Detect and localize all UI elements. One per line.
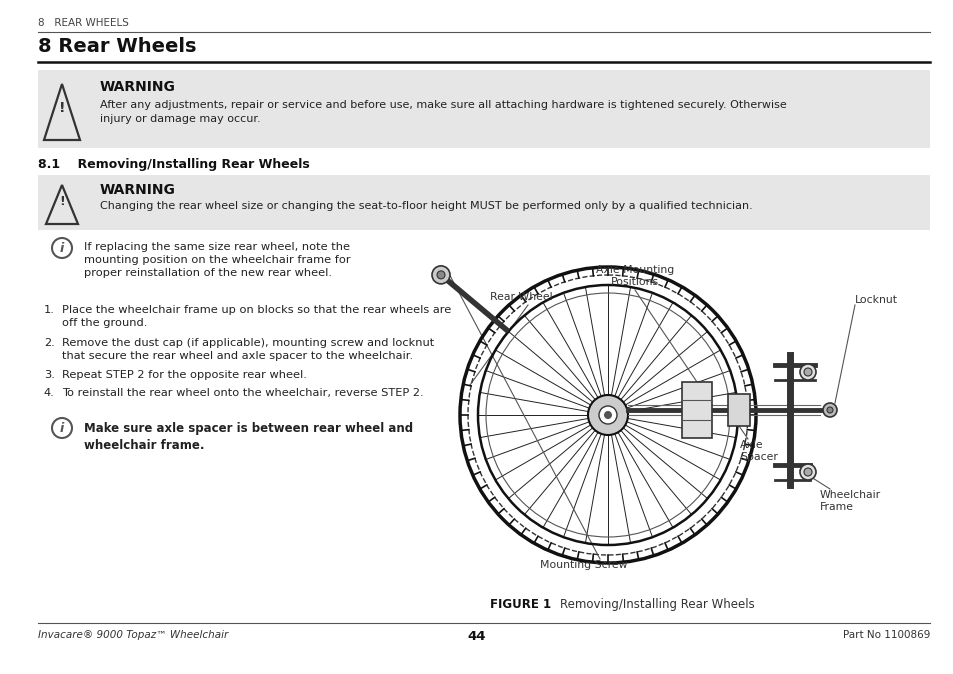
- FancyBboxPatch shape: [38, 70, 929, 148]
- Text: Locknut: Locknut: [854, 295, 897, 305]
- Text: Changing the rear wheel size or changing the seat-to-floor height MUST be perfor: Changing the rear wheel size or changing…: [100, 201, 752, 211]
- Text: Make sure axle spacer is between rear wheel and
wheelchair frame.: Make sure axle spacer is between rear wh…: [84, 422, 413, 452]
- Circle shape: [603, 411, 612, 419]
- Text: Place the wheelchair frame up on blocks so that the rear wheels are
off the grou: Place the wheelchair frame up on blocks …: [62, 305, 451, 328]
- Circle shape: [803, 368, 811, 376]
- Circle shape: [436, 271, 444, 279]
- Text: To reinstall the rear wheel onto the wheelchair, reverse STEP 2.: To reinstall the rear wheel onto the whe…: [62, 388, 423, 398]
- Text: If replacing the same size rear wheel, note the
mounting position on the wheelch: If replacing the same size rear wheel, n…: [84, 242, 351, 278]
- Text: 1.: 1.: [44, 305, 55, 315]
- Text: WARNING: WARNING: [100, 80, 175, 94]
- FancyBboxPatch shape: [727, 394, 749, 426]
- Text: Invacare® 9000 Topaz™ Wheelchair: Invacare® 9000 Topaz™ Wheelchair: [38, 630, 228, 640]
- Circle shape: [432, 266, 450, 284]
- Text: Axle
Spacer: Axle Spacer: [740, 440, 777, 462]
- Text: !: !: [59, 195, 65, 208]
- Text: i: i: [60, 421, 64, 435]
- Circle shape: [587, 395, 627, 435]
- Circle shape: [822, 403, 836, 417]
- FancyBboxPatch shape: [681, 382, 711, 438]
- FancyBboxPatch shape: [38, 175, 929, 230]
- Text: Removing/Installing Rear Wheels: Removing/Installing Rear Wheels: [544, 598, 754, 611]
- Circle shape: [598, 406, 617, 424]
- Text: 3.: 3.: [44, 370, 55, 380]
- Text: Mounting Screw: Mounting Screw: [539, 560, 627, 570]
- Text: 8.1    Removing/Installing Rear Wheels: 8.1 Removing/Installing Rear Wheels: [38, 158, 310, 171]
- Text: 8   REAR WHEELS: 8 REAR WHEELS: [38, 18, 129, 28]
- Text: After any adjustments, repair or service and before use, make sure all attaching: After any adjustments, repair or service…: [100, 100, 786, 123]
- Text: WARNING: WARNING: [100, 183, 175, 197]
- Circle shape: [800, 364, 815, 380]
- Text: !: !: [59, 100, 65, 115]
- Text: 4.: 4.: [44, 388, 54, 398]
- Text: 44: 44: [467, 630, 486, 643]
- Text: Repeat STEP 2 for the opposite rear wheel.: Repeat STEP 2 for the opposite rear whee…: [62, 370, 307, 380]
- Text: Rear Wheel: Rear Wheel: [490, 292, 552, 302]
- Circle shape: [800, 464, 815, 480]
- Text: Part No 1100869: Part No 1100869: [841, 630, 929, 640]
- Text: 2.: 2.: [44, 338, 54, 348]
- Circle shape: [826, 407, 832, 413]
- Text: FIGURE 1: FIGURE 1: [490, 598, 551, 611]
- Text: i: i: [60, 241, 64, 255]
- Text: Remove the dust cap (if applicable), mounting screw and locknut
that secure the : Remove the dust cap (if applicable), mou…: [62, 338, 434, 361]
- Text: 8 Rear Wheels: 8 Rear Wheels: [38, 37, 196, 56]
- Text: Wheelchair
Frame: Wheelchair Frame: [820, 490, 881, 512]
- Circle shape: [803, 468, 811, 476]
- Text: Axle Mounting
Positions: Axle Mounting Positions: [596, 265, 674, 287]
